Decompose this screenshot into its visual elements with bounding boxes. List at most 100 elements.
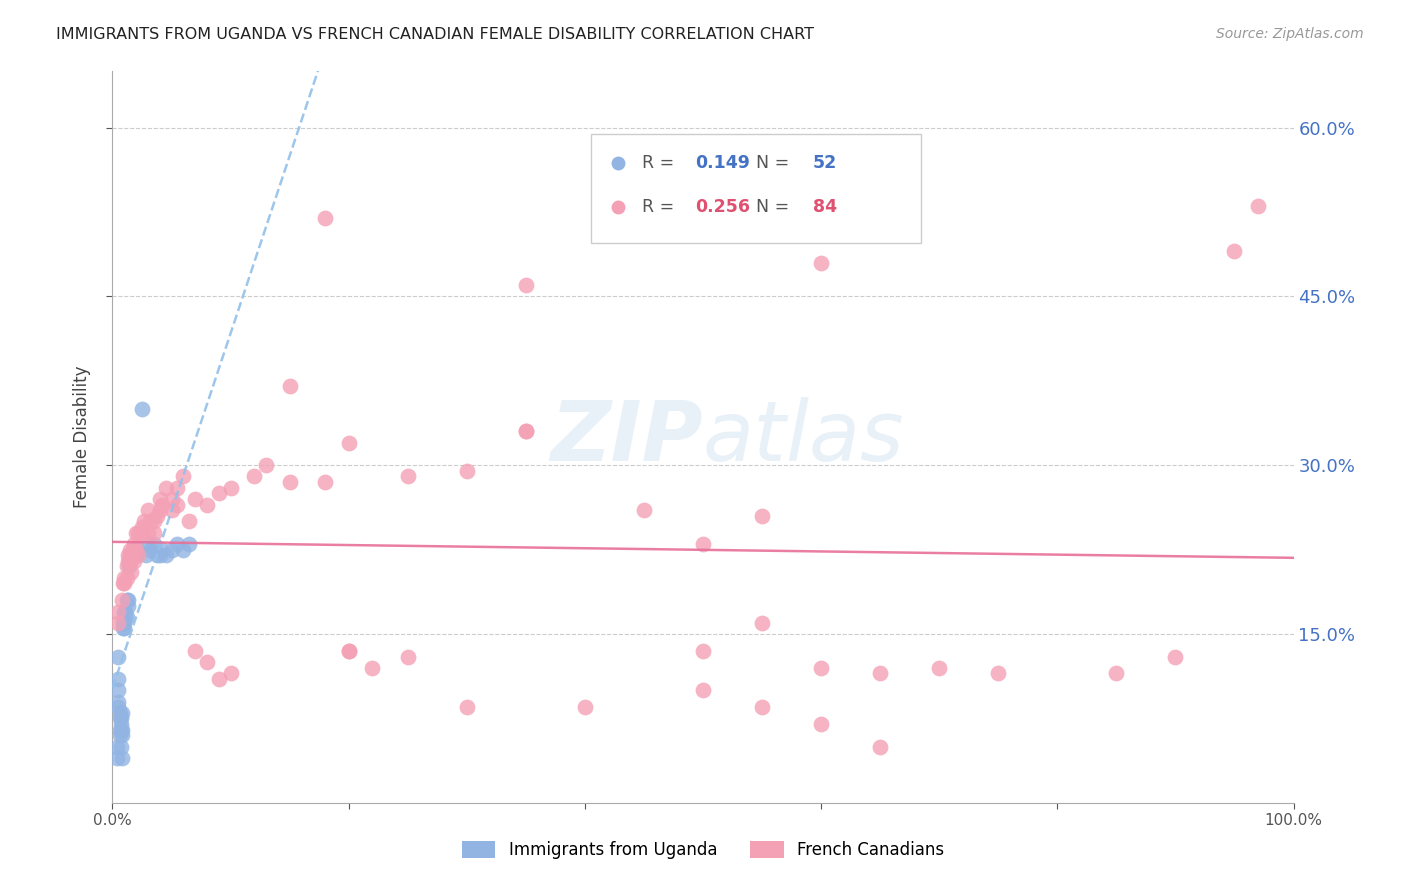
Point (120, 554, 142, 568)
Point (219, 666, 242, 681)
Point (166, 498, 188, 512)
Point (337, 435, 360, 450)
Point (125, 542, 148, 557)
Point (172, 469, 194, 483)
Point (139, 542, 162, 557)
Text: R =: R = (641, 198, 679, 216)
Point (160, 503, 183, 517)
Point (396, 469, 419, 483)
Point (115, 593, 138, 607)
Point (112, 605, 135, 619)
Point (166, 537, 188, 551)
Point (337, 644, 360, 658)
Point (108, 706, 131, 720)
Point (751, 615, 773, 630)
Point (105, 739, 128, 754)
Point (107, 649, 129, 664)
Point (928, 661, 950, 675)
Point (160, 542, 183, 557)
Point (1223, 244, 1246, 259)
Point (136, 537, 159, 551)
Point (208, 672, 231, 686)
Text: 52: 52 (813, 153, 837, 172)
Point (456, 700, 478, 714)
Point (115, 610, 138, 624)
Point (131, 401, 153, 416)
Point (146, 508, 169, 523)
Point (155, 548, 177, 562)
Point (515, 425, 537, 439)
Point (127, 525, 149, 540)
Point (155, 481, 177, 495)
Point (692, 644, 714, 658)
Text: N =: N = (756, 198, 794, 216)
Point (120, 554, 142, 568)
Point (117, 548, 139, 562)
FancyBboxPatch shape (591, 134, 921, 244)
Point (111, 728, 134, 742)
Point (1164, 649, 1187, 664)
Legend: Immigrants from Uganda, French Canadians: Immigrants from Uganda, French Canadians (456, 834, 950, 866)
Point (110, 717, 132, 731)
Point (987, 666, 1010, 681)
Point (120, 542, 142, 557)
Point (110, 711, 132, 725)
Point (751, 508, 773, 523)
Point (121, 542, 143, 557)
Text: 0.256: 0.256 (695, 198, 749, 216)
Point (456, 464, 478, 478)
Text: IMMIGRANTS FROM UGANDA VS FRENCH CANADIAN FEMALE DISABILITY CORRELATION CHART: IMMIGRANTS FROM UGANDA VS FRENCH CANADIA… (56, 27, 814, 42)
Point (108, 711, 131, 725)
Point (120, 548, 142, 562)
Point (869, 739, 891, 754)
Point (114, 610, 136, 624)
Point (122, 548, 145, 562)
Point (314, 475, 336, 489)
Point (107, 672, 129, 686)
Text: ZIP: ZIP (550, 397, 703, 477)
Point (692, 683, 714, 698)
Point (195, 655, 218, 669)
Point (361, 661, 384, 675)
Point (118, 559, 141, 574)
Point (142, 515, 165, 529)
Point (574, 700, 596, 714)
Point (107, 605, 129, 619)
Point (120, 548, 142, 562)
Text: R =: R = (641, 153, 679, 172)
Point (692, 537, 714, 551)
Point (131, 520, 153, 534)
Point (121, 542, 143, 557)
Point (142, 525, 165, 540)
Point (869, 666, 891, 681)
Point (810, 661, 832, 675)
Point (134, 515, 156, 529)
Point (110, 723, 132, 737)
Point (125, 525, 148, 540)
Point (122, 554, 145, 568)
Point (810, 717, 832, 731)
Point (179, 537, 201, 551)
Point (135, 548, 157, 562)
Point (112, 615, 135, 630)
Point (136, 503, 159, 517)
Point (810, 255, 832, 269)
Point (115, 559, 138, 574)
Point (112, 615, 135, 630)
Point (515, 425, 537, 439)
Point (112, 621, 135, 635)
Point (127, 548, 149, 562)
Point (112, 576, 135, 591)
Point (515, 278, 537, 293)
Point (278, 475, 301, 489)
Point (1105, 666, 1128, 681)
Point (117, 599, 139, 613)
Point (243, 469, 266, 483)
Point (337, 644, 360, 658)
Point (112, 571, 135, 585)
Point (142, 537, 165, 551)
Point (112, 621, 135, 635)
Text: 84: 84 (813, 198, 837, 216)
Point (120, 565, 142, 579)
Point (108, 728, 131, 742)
